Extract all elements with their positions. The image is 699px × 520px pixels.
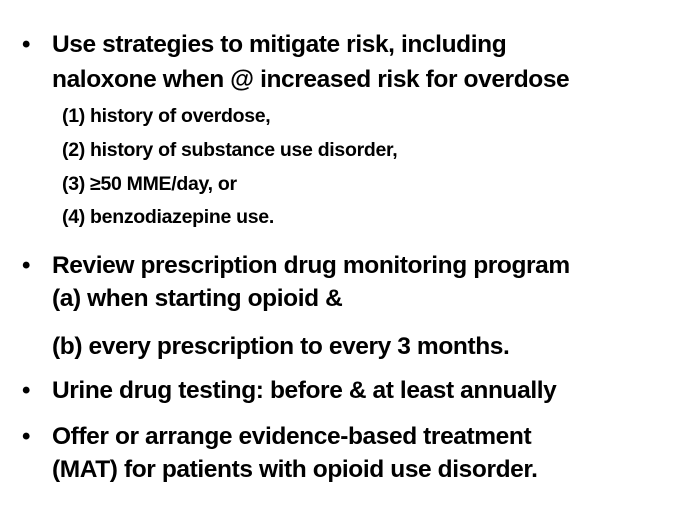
bullet-icon: •	[22, 31, 31, 58]
bullet-text: naloxone when @ increased risk for overd…	[52, 66, 570, 93]
sub-item: (3) ≥50 MME/day, or	[62, 173, 237, 195]
bullet-icon: •	[22, 377, 31, 404]
bullet-text: Use strategies to mitigate risk, includi…	[52, 31, 507, 58]
bullet-text: Urine drug testing: before & at least an…	[52, 377, 557, 404]
sub-item: (1) history of overdose,	[62, 105, 271, 127]
bullet-text: (a) when starting opioid &	[52, 285, 343, 312]
bullet-text: (MAT) for patients with opioid use disor…	[52, 456, 538, 483]
bullet-text: Offer or arrange evidence-based treatmen…	[52, 423, 532, 450]
sub-item: (4) benzodiazepine use.	[62, 206, 274, 228]
bullet-icon: •	[22, 423, 31, 450]
sub-item: (2) history of substance use disorder,	[62, 139, 398, 161]
bullet-text: (b) every prescription to every 3 months…	[52, 333, 510, 360]
bullet-icon: •	[22, 252, 31, 279]
bullet-text: Review prescription drug monitoring prog…	[52, 252, 570, 279]
